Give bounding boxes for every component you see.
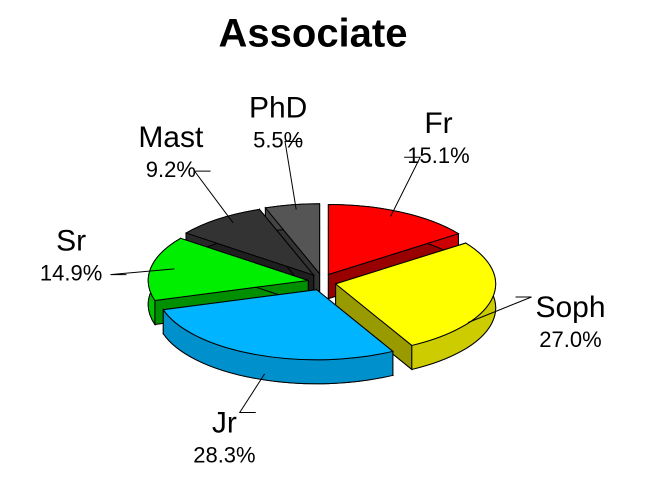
slice-value-label: 14.9% — [40, 260, 102, 285]
slice-top — [264, 203, 321, 276]
slice-top — [327, 204, 460, 276]
slice-label: Sr — [56, 225, 86, 258]
slice-label: Fr — [424, 107, 452, 140]
slice-value-label: 9.2% — [146, 157, 196, 182]
slice-top — [184, 208, 316, 277]
slice-value-label: 5.5% — [253, 127, 303, 152]
leader-line — [238, 373, 266, 413]
slice-label: PhD — [249, 91, 307, 124]
slice-top — [147, 237, 309, 301]
slice-label: Jr — [212, 406, 237, 439]
slice-label: Mast — [138, 121, 204, 154]
slice — [162, 288, 394, 385]
leader-line — [390, 156, 422, 217]
slice-value-label: 15.1% — [407, 143, 469, 168]
slice-top — [162, 289, 394, 361]
slice-label: Soph — [535, 291, 605, 324]
chart-title: Associate — [219, 12, 408, 56]
leader-line — [467, 296, 532, 323]
leader-line — [193, 170, 234, 224]
slice-value-label: 27.0% — [539, 327, 601, 352]
leader-line — [110, 268, 175, 276]
leader-line — [284, 140, 302, 210]
slice-top — [334, 242, 497, 346]
slice — [334, 242, 497, 371]
slice-value-label: 28.3% — [193, 442, 255, 467]
